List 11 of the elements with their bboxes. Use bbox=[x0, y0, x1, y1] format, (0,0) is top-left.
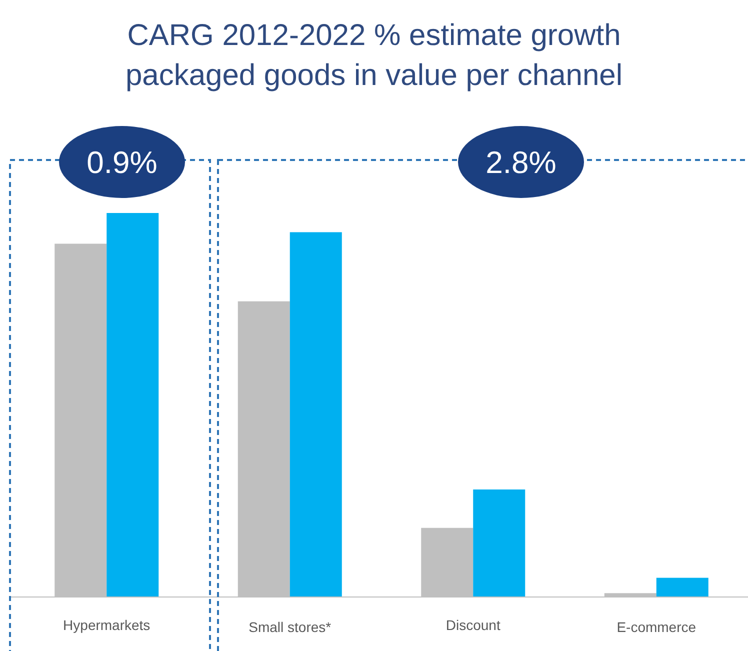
x-tick-label: Discount bbox=[446, 617, 500, 633]
text: 2.8% bbox=[486, 145, 556, 180]
bar bbox=[106, 213, 159, 597]
x-tick-label: Hypermarkets bbox=[63, 617, 150, 633]
bar bbox=[473, 489, 526, 597]
chart-title: CARG 2012-2022 % estimate growth packaged goods in value per channel bbox=[125, 19, 623, 92]
x-tick-label: E-commerce bbox=[616, 619, 696, 635]
x-tick-label: Small stores* bbox=[248, 619, 332, 635]
bar bbox=[290, 232, 342, 597]
bar bbox=[656, 578, 708, 597]
text: 0.9% bbox=[86, 145, 158, 180]
